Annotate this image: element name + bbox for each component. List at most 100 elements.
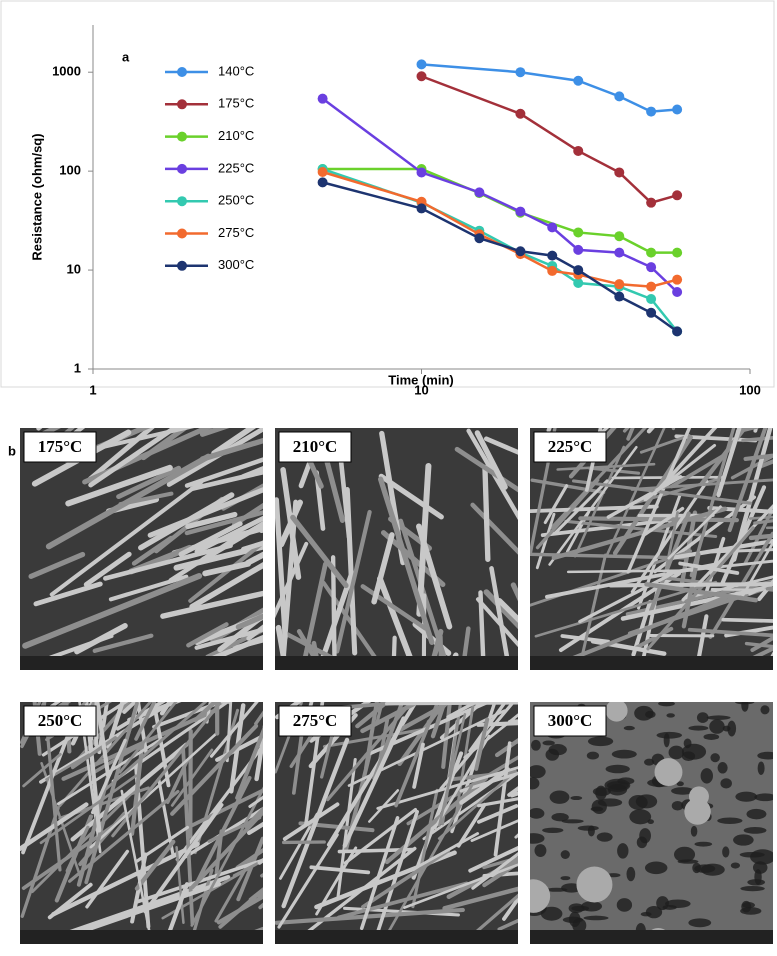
grain (549, 790, 570, 804)
label-box (533, 431, 607, 463)
nanowire (244, 806, 263, 829)
grain (644, 758, 655, 766)
nanowire (204, 634, 263, 664)
nanowire (474, 430, 508, 490)
y-tick-label: 1000 (52, 64, 81, 79)
grain (666, 713, 675, 718)
nanowire (190, 788, 263, 828)
data-point (573, 265, 584, 276)
x-tick-label: 1 (89, 382, 96, 397)
label-box (23, 431, 97, 463)
particle (576, 866, 613, 903)
nanowire (103, 543, 233, 581)
nanowire (231, 502, 263, 527)
nanowire (118, 491, 174, 507)
nanowire (49, 479, 204, 597)
data-point (672, 247, 683, 258)
nanowire (65, 825, 90, 873)
grain (727, 720, 737, 737)
nanowire (185, 511, 238, 530)
grain (540, 906, 563, 921)
nanowire (426, 702, 451, 723)
data-point (646, 197, 657, 208)
nanowire (578, 516, 740, 523)
grain (590, 806, 604, 812)
nanowire (460, 626, 471, 670)
sem-image: 275°C (275, 702, 518, 944)
label-box (533, 705, 607, 737)
grain (683, 738, 692, 749)
data-point (646, 307, 657, 318)
panel-label: b (8, 443, 16, 458)
nanowire (275, 541, 309, 619)
nanowire (689, 428, 736, 578)
data-point (547, 265, 558, 276)
nanowire (275, 624, 289, 670)
grain (735, 791, 758, 802)
grain (694, 841, 713, 847)
nanowire (194, 613, 263, 646)
data-point (474, 187, 485, 198)
nanowire (20, 802, 89, 851)
nanowire (275, 497, 288, 640)
grain (730, 862, 741, 869)
nanowire (394, 702, 440, 808)
nanowire (743, 504, 773, 565)
grain (617, 843, 629, 859)
data-point (672, 287, 683, 298)
image-label: 225°C (548, 437, 593, 456)
nanowire (475, 597, 518, 648)
nanowire (92, 633, 154, 653)
grain (663, 733, 670, 748)
nanowire (184, 510, 263, 536)
nanowire (530, 552, 689, 560)
nanowire (246, 624, 263, 641)
nanowire (463, 713, 518, 759)
nanowire (95, 702, 111, 778)
sem-image: 210°C (275, 428, 518, 670)
nanowire (442, 886, 518, 911)
data-point (317, 93, 328, 104)
grain (668, 745, 685, 760)
legend-marker (177, 196, 187, 207)
sem-image: 300°C (530, 702, 773, 944)
grain (741, 900, 752, 913)
nanowire (147, 487, 263, 538)
nanowire (551, 506, 728, 561)
nanowire (244, 551, 263, 566)
nanowire (639, 434, 691, 454)
nanowire (478, 590, 486, 670)
nanowire (377, 476, 435, 645)
nanowire (721, 617, 773, 623)
grain (561, 819, 584, 824)
data-point (547, 250, 558, 261)
nanowire (748, 580, 773, 596)
grain (692, 862, 701, 874)
nanowire (748, 515, 773, 520)
data-point (416, 167, 427, 178)
grain (709, 719, 725, 734)
data-point (317, 167, 328, 178)
grain (754, 793, 773, 802)
nanowire (85, 849, 130, 909)
nanowire (483, 589, 518, 630)
data-point (614, 231, 625, 242)
nanowire (21, 721, 75, 855)
nanowire (336, 881, 469, 920)
nanowire (412, 832, 480, 871)
legend-label: 140°C (218, 63, 254, 78)
nanowire (151, 702, 171, 788)
legend-marker (177, 99, 187, 110)
nanowire (235, 613, 263, 630)
grain (583, 915, 609, 921)
nanowire (58, 702, 153, 808)
nanowire (189, 561, 263, 610)
nanowire (459, 767, 511, 805)
nanowire (710, 588, 758, 592)
image-label: 275°C (293, 711, 338, 730)
info-bar (20, 930, 263, 944)
nanowire (51, 841, 200, 917)
image-label: 175°C (38, 437, 83, 456)
grain (644, 861, 668, 875)
grain (605, 764, 630, 774)
